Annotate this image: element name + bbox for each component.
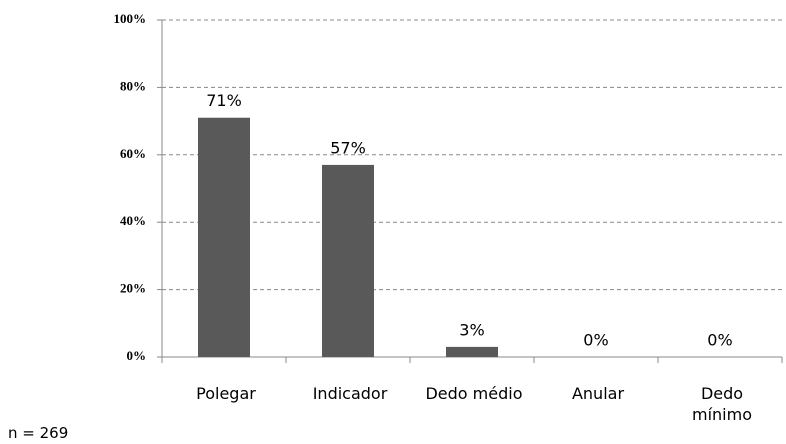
y-tick-label: 0% [127,348,147,363]
x-tick-label: Anular [571,384,625,403]
annotation: n = 269 [8,424,69,442]
data-label: 3% [459,320,484,339]
y-tick-label: 100% [114,11,147,26]
bar [446,346,498,357]
x-tick-label: Polegar [196,384,256,403]
data-label: 0% [707,331,732,350]
y-tick-label: 20% [120,281,146,296]
data-label: 0% [583,331,608,350]
y-tick-label: 80% [120,78,146,93]
data-label: 57% [330,138,366,157]
data-label: 71% [206,91,242,110]
y-tick-label: 40% [120,213,146,228]
bar [198,117,250,357]
x-tick-label: Dedo mínimo [692,384,752,424]
x-tick-label: Dedo médio [425,384,523,403]
bar [322,164,374,357]
x-tick-label: Indicador [312,384,388,403]
y-tick-label: 60% [120,146,146,161]
